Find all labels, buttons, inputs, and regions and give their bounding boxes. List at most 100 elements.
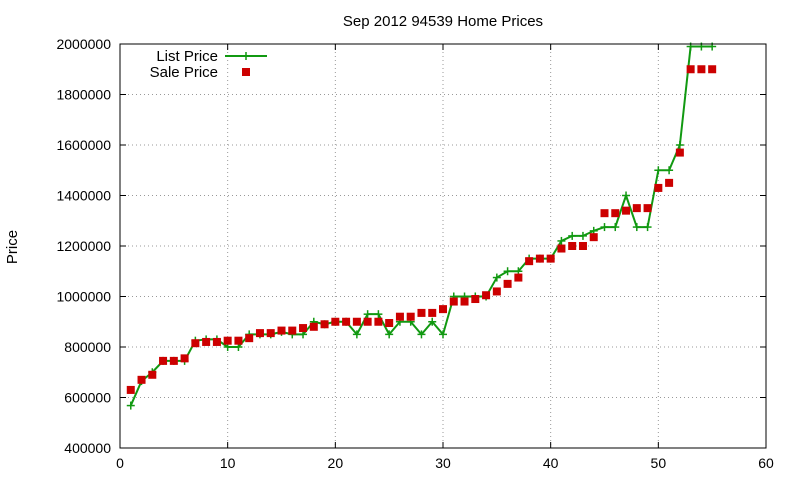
y-tick-label: 400000	[64, 440, 111, 456]
list-price-point	[385, 330, 394, 339]
y-tick-label: 800000	[64, 339, 111, 355]
x-tick-label: 10	[220, 455, 236, 471]
x-tick-label: 50	[651, 455, 667, 471]
sale-price-point	[708, 65, 717, 74]
sale-price-point	[255, 329, 264, 338]
x-tick-label: 60	[758, 455, 774, 471]
sale-price-point	[395, 312, 404, 321]
sale-price-point	[482, 291, 491, 300]
grid	[120, 44, 766, 448]
sale-price-point	[212, 337, 221, 346]
sale-price-point	[137, 375, 146, 384]
sale-price-point	[202, 337, 211, 346]
list-price-point	[352, 330, 361, 339]
series-layer	[126, 42, 717, 410]
list-price-point	[439, 330, 447, 339]
sale-price-point	[126, 385, 135, 394]
list-price-point	[492, 273, 501, 282]
sale-price-point	[169, 356, 178, 365]
sale-price-point	[611, 209, 620, 218]
y-tick-label: 600000	[64, 390, 111, 406]
list-price-point	[632, 223, 641, 232]
legend-label-list-price: List Price	[156, 48, 218, 65]
sale-price-point	[622, 206, 631, 215]
sale-price-point	[331, 317, 340, 326]
list-price-line	[129, 45, 713, 406]
sale-price-point	[535, 254, 544, 263]
x-tick-label: 40	[543, 455, 559, 471]
y-tick-label: 1200000	[56, 238, 111, 254]
sale-price-point	[417, 308, 426, 317]
sale-price-point	[600, 209, 609, 218]
list-price-point	[611, 223, 620, 232]
sale-price-point	[148, 370, 157, 379]
y-tick-label: 1000000	[56, 289, 111, 305]
sale-price-point	[686, 65, 695, 74]
sale-price-point	[697, 65, 706, 74]
legend-cross-list-price	[242, 52, 250, 60]
sale-price-point	[342, 317, 351, 326]
sale-price-point	[643, 204, 652, 213]
sale-price-point	[589, 233, 598, 242]
sale-price-point	[299, 324, 308, 333]
sale-price-point	[363, 317, 372, 326]
legend-label-sale-price: Sale Price	[150, 64, 218, 81]
sale-price-point	[665, 178, 674, 187]
sale-price-point	[471, 295, 480, 304]
sale-price-point	[449, 297, 458, 306]
list-price-point	[622, 191, 631, 200]
sale-price-point	[578, 242, 587, 250]
legend: List Price Sale Price	[150, 48, 267, 81]
sale-price-point	[245, 334, 254, 343]
sale-price-point	[374, 317, 383, 326]
sale-price-point	[568, 242, 577, 250]
sale-price-point	[492, 287, 501, 296]
plot-frame	[119, 43, 767, 449]
sale-price-point	[234, 336, 243, 345]
sale-price-point	[439, 305, 447, 314]
sale-price-point	[180, 354, 189, 363]
x-tick-label: 0	[116, 455, 124, 471]
sale-price-point	[654, 183, 663, 192]
list-price-point	[428, 317, 437, 326]
y-tick-label: 1400000	[56, 188, 111, 204]
list-price-point	[600, 223, 609, 232]
x-tick-label: 20	[328, 455, 344, 471]
list-price-point	[374, 310, 383, 319]
sale-price-point	[460, 297, 469, 306]
sale-price-point	[266, 329, 275, 338]
sale-price-point	[288, 326, 297, 335]
sale-price-point	[320, 320, 329, 329]
sale-price-point	[514, 273, 523, 282]
y-tick-label: 2000000	[56, 36, 111, 52]
sale-price-point	[191, 339, 200, 348]
list-price-point	[568, 231, 577, 240]
ticks: 400000 600000 800000 1000000 1200000 1400000 1…	[56, 36, 774, 471]
list-price-point	[557, 236, 566, 245]
y-tick-label: 1800000	[56, 87, 111, 103]
sale-price-point	[223, 336, 232, 345]
chart-title: Sep 2012 94539 Home Prices	[343, 13, 543, 30]
y-axis-label: Price	[4, 230, 21, 264]
list-price-point	[363, 310, 372, 319]
list-price-point	[643, 223, 652, 232]
list-price-point	[665, 166, 674, 175]
sale-price-point	[277, 326, 286, 335]
sale-price-point	[675, 148, 684, 157]
sale-price-point	[557, 244, 566, 253]
sale-price-point	[406, 312, 415, 321]
sale-price-point	[546, 254, 555, 263]
y-tick-label: 1600000	[56, 137, 111, 153]
sale-price-point	[159, 356, 168, 365]
legend-square-sale-price	[242, 68, 250, 76]
sale-price-point	[309, 322, 318, 331]
sale-price-point	[632, 204, 641, 213]
sale-price-point	[503, 279, 512, 288]
list-price-point	[675, 141, 684, 149]
list-price-point	[417, 330, 426, 339]
list-price-point	[578, 231, 587, 240]
sale-price-point	[428, 308, 437, 317]
list-price-point	[654, 166, 663, 175]
list-price-point	[126, 401, 135, 410]
